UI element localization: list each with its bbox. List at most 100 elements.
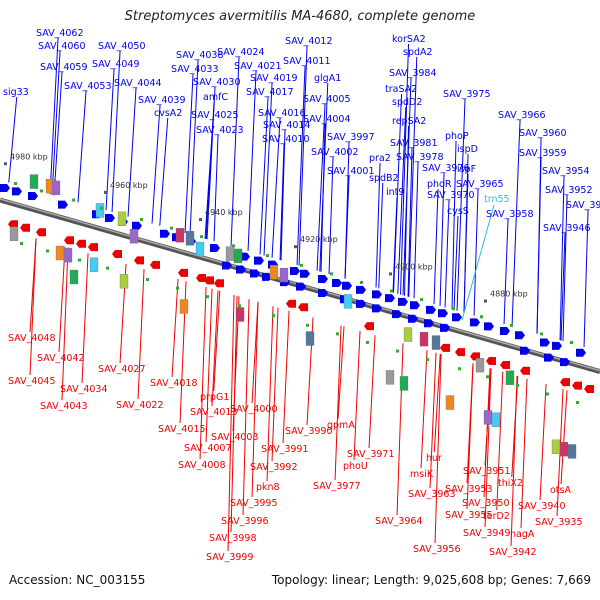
- forward-gene-arrow: [372, 290, 382, 299]
- reverse-gene-label: SAV_3942: [489, 547, 537, 558]
- feature-dot: [486, 375, 489, 379]
- reverse-gene-label: msiK: [410, 469, 434, 480]
- reverse-gene-label: otsA: [550, 485, 571, 496]
- axis-tick-label: 4880 kbp: [490, 290, 528, 299]
- feature-block: [305, 331, 315, 346]
- forward-leader-line: [511, 119, 521, 327]
- forward-gene-label: SAV_3965: [456, 179, 504, 190]
- forward-leader-line: [503, 218, 509, 325]
- forward-leader-line: [560, 232, 566, 341]
- forward-gene-arrow: [290, 266, 300, 275]
- feature-block: [399, 376, 409, 391]
- forward-gene-label: SAV_4014: [263, 120, 311, 131]
- reverse-gene-label: SAV_3953: [445, 484, 493, 495]
- feature-block: [129, 229, 139, 244]
- forward-leader-line: [583, 209, 589, 348]
- reverse-leader-line: [230, 295, 238, 533]
- forward-gene-label: cysS: [447, 206, 469, 217]
- reverse-gene-arrow: [364, 322, 374, 331]
- reverse-gene-arrow: [584, 385, 594, 394]
- feature-dot: [540, 332, 543, 336]
- forward-gene-arrow: [560, 358, 570, 367]
- feature-dot: [266, 254, 269, 258]
- reverse-gene-label: SAV_4034: [60, 384, 108, 395]
- axis-tick-mark: [199, 218, 202, 222]
- feature-dot: [516, 383, 519, 387]
- reverse-gene-arrow: [572, 381, 582, 390]
- reverse-gene-arrow: [76, 239, 86, 248]
- feature-block: [225, 246, 235, 261]
- feature-block: [475, 357, 485, 373]
- feature-dot: [72, 198, 75, 202]
- forward-gene-arrow: [470, 318, 480, 327]
- forward-gene-label: spdA2: [403, 47, 433, 58]
- reverse-gene-label: SAV_4008: [178, 460, 226, 471]
- reverse-leader-line: [58, 246, 66, 353]
- forward-leader-line: [444, 199, 450, 308]
- feature-dot: [300, 263, 303, 267]
- feature-dot: [546, 392, 549, 396]
- feature-dot: [170, 226, 173, 230]
- forward-leader-line: [453, 215, 459, 310]
- feature-dot: [106, 266, 109, 270]
- feature-dot: [360, 280, 363, 284]
- feature-block: [117, 211, 127, 226]
- forward-gene-label: SAV_3981: [390, 138, 438, 149]
- reverse-leader-line: [282, 310, 290, 444]
- forward-gene-label: SAV_4038: [176, 50, 224, 61]
- forward-gene-arrow: [254, 256, 264, 265]
- forward-gene-label: pra2: [369, 153, 391, 164]
- reverse-gene-arrow: [500, 361, 510, 369]
- reverse-gene-label: SAV_3940: [518, 501, 566, 512]
- reverse-gene-label: SAV_3963: [408, 489, 456, 500]
- feature-dot: [420, 298, 423, 302]
- reverse-leader-line: [271, 307, 279, 462]
- forward-gene-arrow: [408, 314, 418, 323]
- reverse-leader-line: [429, 352, 437, 489]
- axis-tick-mark: [104, 190, 107, 194]
- feature-block: [29, 174, 39, 189]
- reverse-gene-label: SAV_3949: [463, 528, 511, 539]
- forward-leader-line: [49, 37, 59, 195]
- feature-dot: [200, 235, 203, 239]
- reverse-leader-line: [434, 354, 442, 544]
- reverse-gene-label: SAV_4000: [230, 404, 278, 415]
- reverse-leader-line: [560, 390, 568, 485]
- accession-text: Accession: NC_003155: [9, 573, 146, 587]
- forward-gene-label: SAV_3948: [566, 200, 600, 211]
- forward-gene-label: repSA2: [392, 116, 426, 127]
- reverse-gene-label: SAV_3991: [261, 444, 309, 455]
- forward-gene-arrow: [398, 297, 408, 306]
- feature-dot: [390, 289, 393, 293]
- reverse-gene-arrow: [112, 250, 122, 259]
- forward-gene-arrow: [12, 187, 22, 196]
- forward-gene-arrow: [372, 304, 382, 313]
- reverse-leader-line: [483, 368, 491, 498]
- forward-gene-label: glgA1: [314, 73, 341, 84]
- reverse-gene-label: SAV_3992: [250, 462, 298, 473]
- reverse-gene-label: SAV_3998: [209, 533, 257, 544]
- feature-block: [233, 248, 243, 264]
- forward-leader-line: [230, 56, 240, 247]
- reverse-gene-arrow: [520, 366, 530, 375]
- feature-block: [179, 299, 189, 314]
- feature-dot: [576, 401, 579, 405]
- forward-gene-label: SAV_4049: [92, 59, 140, 70]
- reverse-gene-arrow: [455, 348, 465, 357]
- forward-gene-arrow: [540, 338, 550, 347]
- forward-gene-arrow: [58, 200, 68, 209]
- genome-summary: Topology: linear; Length: 9,025,608 bp; …: [271, 573, 591, 587]
- reverse-gene-label: SAV_4048: [8, 333, 56, 344]
- reverse-gene-label: SAV_3977: [313, 481, 361, 492]
- forward-gene-label: cvsA2: [154, 108, 182, 119]
- reverse-leader-line: [368, 335, 376, 449]
- feature-block: [51, 180, 61, 196]
- reverse-leader-line: [205, 288, 213, 443]
- feature-block: [95, 203, 105, 218]
- reverse-leader-line: [334, 325, 342, 481]
- forward-leader-line: [439, 172, 445, 306]
- feature-block: [505, 370, 515, 385]
- forward-gene-label: SAV_3954: [542, 166, 590, 177]
